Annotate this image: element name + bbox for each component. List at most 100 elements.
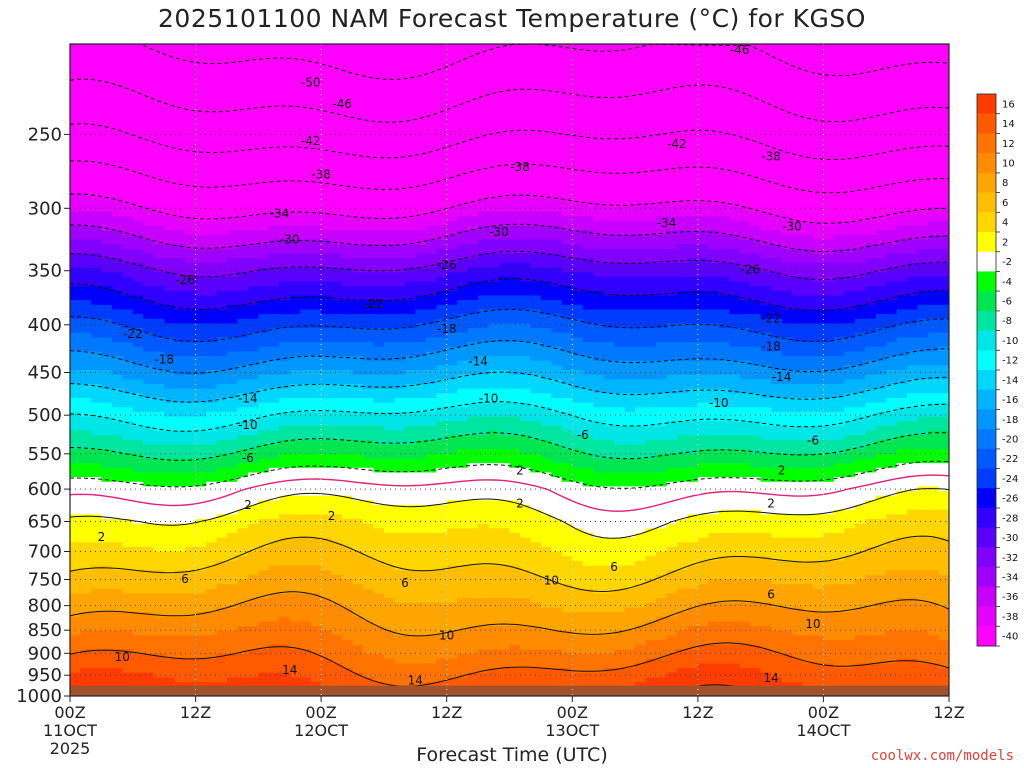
contour-label-18: -22 bbox=[761, 312, 781, 326]
colorbar-label-7: 2 bbox=[1002, 237, 1008, 248]
source-credit: coolwx.com/models bbox=[870, 748, 1014, 764]
x-tick-1: 12Z bbox=[180, 703, 211, 722]
y-tick-8: 650 bbox=[28, 512, 62, 533]
contour-label-3: -42 bbox=[301, 134, 321, 148]
colorbar-label-20: -26 bbox=[1002, 494, 1018, 505]
contour-label-43: 10 bbox=[115, 650, 130, 664]
colorbar-label-13: -12 bbox=[1002, 356, 1018, 367]
pressure-axis: 2503003504004505005506006507007508008509… bbox=[16, 124, 70, 707]
y-tick-10: 750 bbox=[28, 570, 62, 591]
contour-label-31: 2 bbox=[516, 463, 524, 477]
y-tick-7: 600 bbox=[28, 479, 62, 500]
y-tick-3: 400 bbox=[28, 315, 62, 336]
contour-label-39: 6 bbox=[401, 576, 409, 590]
contour-label-7: -38 bbox=[761, 150, 781, 164]
contour-label-4: -42 bbox=[667, 137, 687, 151]
y-tick-11: 800 bbox=[28, 596, 62, 617]
contour-label-25: -10 bbox=[238, 418, 258, 432]
colorbar-swatch-1 bbox=[977, 113, 996, 134]
colorbar-swatch-27 bbox=[977, 626, 996, 647]
contour-label-33: 2 bbox=[244, 498, 252, 512]
x-tick-date-2: 12OCT bbox=[294, 721, 348, 740]
colorbar-label-15: -16 bbox=[1002, 395, 1018, 406]
x-tick-date-4: 13OCT bbox=[545, 721, 599, 740]
contour-label-20: -18 bbox=[437, 322, 457, 336]
x-tick-6: 00Z bbox=[808, 703, 839, 722]
colorbar-label-17: -20 bbox=[1002, 435, 1018, 446]
contour-label-28: -6 bbox=[242, 451, 254, 465]
colorbar-label-23: -32 bbox=[1002, 553, 1018, 564]
colorbar-swatch-17 bbox=[977, 429, 996, 450]
y-tick-14: 950 bbox=[28, 665, 62, 686]
chart-title: 2025101100 NAM Forecast Temperature (°C)… bbox=[158, 4, 866, 33]
colorbar-label-4: 8 bbox=[1002, 178, 1008, 189]
colorbar-swatch-14 bbox=[977, 370, 996, 391]
contour-label-48: 14 bbox=[763, 671, 778, 685]
colorbar-label-8: -2 bbox=[1002, 257, 1012, 268]
contour-label-11: -30 bbox=[489, 225, 509, 239]
colorbar-label-3: 10 bbox=[1002, 159, 1015, 170]
contour-label-46: 14 bbox=[282, 663, 297, 677]
colorbar-swatch-13 bbox=[977, 350, 996, 371]
x-axis-label: Forecast Time (UTC) bbox=[416, 744, 608, 766]
colorbar-label-25: -36 bbox=[1002, 592, 1018, 603]
contour-label-12: -30 bbox=[782, 220, 802, 234]
colorbar-swatch-7 bbox=[977, 232, 996, 253]
y-tick-1: 300 bbox=[28, 198, 62, 219]
colorbar-label-9: -4 bbox=[1002, 277, 1012, 288]
colorbar-swatch-26 bbox=[977, 606, 996, 627]
y-tick-5: 500 bbox=[28, 405, 62, 426]
y-tick-2: 350 bbox=[28, 261, 62, 282]
contour-label-8: -34 bbox=[269, 207, 289, 221]
colorbar-swatch-9 bbox=[977, 271, 996, 292]
y-tick-9: 700 bbox=[28, 542, 62, 563]
colorbar-swatch-4 bbox=[977, 172, 996, 193]
contour-label-44: 10 bbox=[439, 628, 454, 642]
y-tick-6: 550 bbox=[28, 444, 62, 465]
colorbar-swatch-0 bbox=[977, 94, 996, 115]
contour-label-16: -22 bbox=[123, 327, 143, 341]
contour-label-21: -18 bbox=[761, 340, 781, 354]
colorbar-swatch-19 bbox=[977, 468, 996, 489]
colorbar-label-18: -22 bbox=[1002, 454, 1018, 465]
colorbar-swatch-25 bbox=[977, 586, 996, 607]
colorbar-swatch-12 bbox=[977, 330, 996, 351]
contour-label-26: -10 bbox=[479, 392, 499, 406]
colorbar: 16 14 12 10 8 6 4 2 -2 -4 -6 -8 -10 -12 -14 -16 -18 -20 -2… bbox=[976, 93, 1018, 647]
colorbar-label-14: -14 bbox=[1002, 375, 1018, 386]
colorbar-label-1: 14 bbox=[1002, 119, 1015, 130]
x-tick-2: 00Z bbox=[305, 703, 336, 722]
colorbar-label-19: -24 bbox=[1002, 474, 1018, 485]
contour-label-19: -18 bbox=[154, 353, 174, 367]
colorbar-label-12: -10 bbox=[1002, 336, 1018, 347]
colorbar-swatch-18 bbox=[977, 448, 996, 469]
contour-label-5: -38 bbox=[311, 168, 331, 182]
colorbar-swatch-10 bbox=[977, 291, 996, 312]
y-tick-4: 450 bbox=[28, 363, 62, 384]
colorbar-swatch-2 bbox=[977, 133, 996, 154]
contour-label-14: -26 bbox=[437, 258, 457, 272]
x-tick-year-0: 2025 bbox=[50, 739, 91, 758]
colorbar-swatch-22 bbox=[977, 527, 996, 548]
colorbar-swatch-15 bbox=[977, 389, 996, 410]
x-tick-5: 12Z bbox=[682, 703, 713, 722]
contour-label-0: -46 bbox=[730, 43, 750, 57]
contour-label-1: -50 bbox=[301, 76, 321, 90]
contour-label-27: -10 bbox=[709, 396, 729, 410]
colorbar-swatch-16 bbox=[977, 409, 996, 430]
contour-label-32: 2 bbox=[778, 463, 786, 477]
colorbar-label-24: -34 bbox=[1002, 573, 1018, 584]
ground-surface bbox=[70, 685, 949, 696]
contour-label-10: -30 bbox=[280, 232, 300, 246]
contour-label-47: 14 bbox=[408, 674, 423, 688]
x-tick-date-6: 14OCT bbox=[796, 721, 850, 740]
colorbar-swatch-23 bbox=[977, 547, 996, 568]
plot-frame bbox=[69, 43, 950, 697]
contour-label-23: -14 bbox=[468, 355, 488, 369]
contour-label-9: -34 bbox=[657, 216, 677, 230]
contour-label-35: 2 bbox=[516, 497, 524, 511]
colorbar-label-5: 6 bbox=[1002, 198, 1008, 209]
contour-label-13: -26 bbox=[175, 273, 195, 287]
